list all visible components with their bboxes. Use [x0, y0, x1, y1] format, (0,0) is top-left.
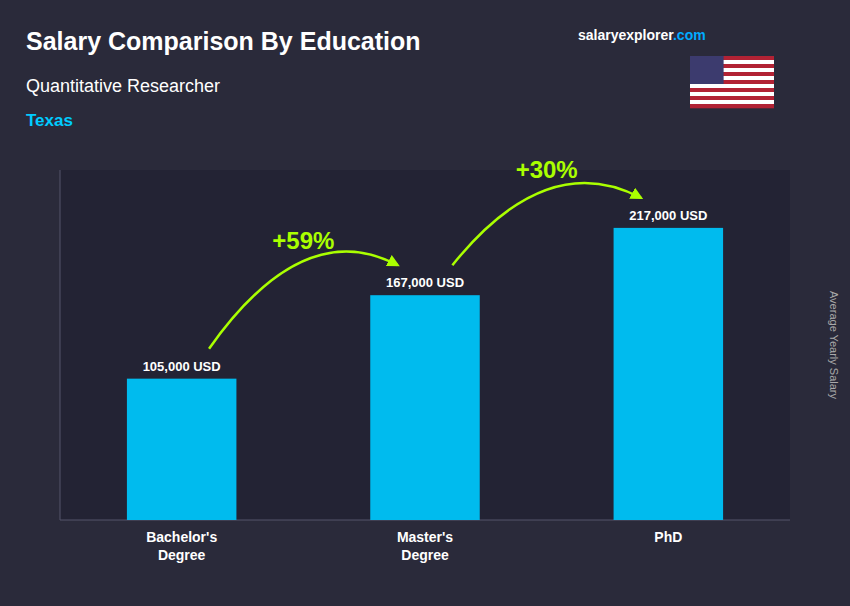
title: Salary Comparison By Education [26, 27, 421, 55]
bar [370, 295, 480, 520]
chart: 105,000 USD 167,000 USD 217,000 USD Bachelo… [0, 0, 850, 606]
x-tick-label-line: Bachelor's [146, 529, 217, 545]
flag-stripe [690, 88, 774, 92]
growth-arrow [452, 183, 641, 265]
growth-label: +30% [516, 156, 578, 183]
x-tick-label-line: Master's [397, 529, 453, 545]
bar [614, 228, 724, 520]
flag-canton [690, 56, 724, 84]
x-tick-label-line: PhD [654, 529, 682, 545]
value-label: 217,000 USD [629, 208, 707, 223]
bars [127, 228, 723, 520]
x-tick-label: Master's Degree [397, 529, 453, 563]
background [0, 0, 850, 606]
flag-stripe [690, 100, 774, 104]
value-label: 105,000 USD [143, 359, 221, 374]
x-tick-label-line: Degree [401, 547, 449, 563]
flag-stripe [690, 92, 774, 96]
brand-name: salaryexplorer [578, 27, 674, 43]
flag-stripe [690, 84, 774, 88]
x-tick-label: PhD [654, 529, 682, 545]
flag-stripe [690, 104, 774, 108]
location: Texas [26, 111, 73, 130]
value-label: 167,000 USD [386, 275, 464, 290]
flag [690, 56, 774, 108]
plot-area [60, 170, 790, 520]
subtitle: Quantitative Researcher [26, 76, 220, 96]
growth-arrow [209, 252, 398, 349]
x-tick-label-line: Degree [158, 547, 206, 563]
bar [127, 379, 236, 520]
flag-stripe [690, 96, 774, 100]
y-axis-line [60, 170, 61, 520]
x-tick-label: Bachelor's Degree [146, 529, 217, 563]
growth-label: +59% [272, 227, 334, 254]
brand-domain: .com [673, 27, 706, 43]
y-axis-label: Average Yearly Salary [828, 291, 840, 400]
brand: salaryexplorer.com [578, 27, 706, 43]
